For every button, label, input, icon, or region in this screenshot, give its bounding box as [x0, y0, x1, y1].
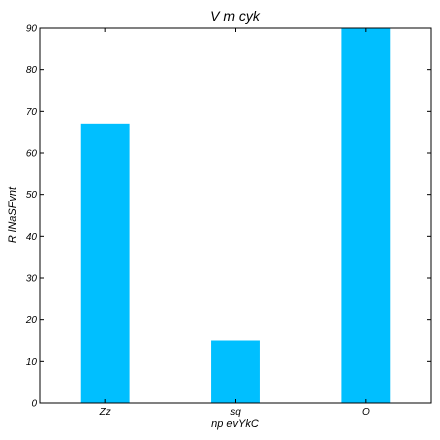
y-axis-ticks: 0 10 20 30 40 50 60 70 80 90 — [25, 24, 431, 410]
y-tick-label: 0 — [31, 399, 37, 410]
y-tick-label: 20 — [25, 315, 38, 326]
y-tick-label: 10 — [26, 357, 38, 368]
chart-title: V m cyk — [210, 8, 261, 24]
x-tick-label: Zz — [99, 407, 111, 418]
bar-Zz — [80, 123, 130, 403]
y-tick-label: 50 — [26, 190, 38, 201]
y-axis-label: R lNaSFvnt — [7, 186, 19, 243]
x-axis-label: np evYkC — [211, 418, 259, 430]
bar-sq — [211, 340, 260, 403]
y-tick-label: 40 — [26, 232, 38, 243]
bar-O — [341, 28, 391, 403]
x-axis-ticks: Zz sq O — [99, 28, 370, 418]
x-tick-label: sq — [230, 407, 241, 418]
bar-group — [80, 28, 391, 403]
y-tick-label: 60 — [26, 149, 38, 160]
y-tick-label: 70 — [26, 107, 38, 118]
x-tick-label: O — [362, 407, 370, 418]
y-tick-label: 90 — [26, 24, 38, 35]
y-tick-label: 30 — [26, 274, 38, 285]
y-tick-label: 80 — [26, 65, 38, 76]
